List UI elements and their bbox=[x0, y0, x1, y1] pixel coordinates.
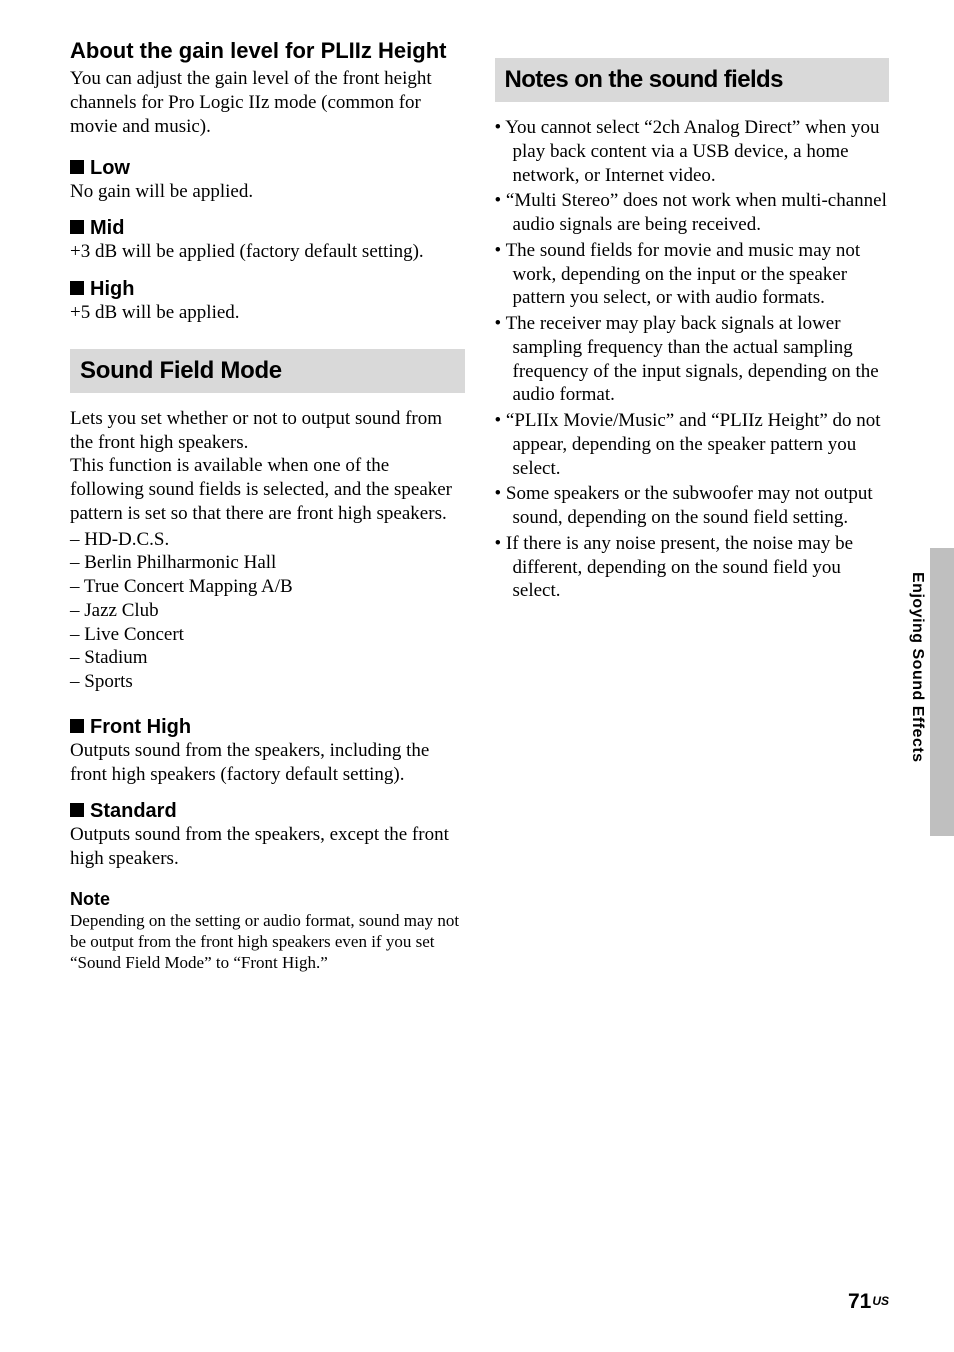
sfm-list: – HD-D.C.S. – Berlin Philharmonic Hall –… bbox=[70, 528, 465, 694]
list-item: – HD-D.C.S. bbox=[70, 528, 465, 552]
option-low-head: Low bbox=[70, 157, 465, 180]
sfm-body-2: This function is available when one of t… bbox=[70, 454, 465, 525]
option-front-high-body: Outputs sound from the speakers, includi… bbox=[70, 739, 465, 787]
option-low-body: No gain will be applied. bbox=[70, 180, 465, 204]
list-item: – Live Concert bbox=[70, 623, 465, 647]
sound-field-mode-heading: Sound Field Mode bbox=[70, 349, 465, 393]
option-standard-body: Outputs sound from the speakers, except … bbox=[70, 823, 465, 871]
side-section-label: Enjoying Sound Effects bbox=[908, 572, 926, 763]
page-number: 71 bbox=[848, 1290, 871, 1313]
square-icon bbox=[70, 220, 84, 234]
bullet-item: You cannot select “2ch Analog Direct” wh… bbox=[495, 116, 890, 187]
bullet-item: The sound fields for movie and music may… bbox=[495, 239, 890, 310]
notes-heading: Notes on the sound fields bbox=[495, 58, 890, 102]
option-mid-head: Mid bbox=[70, 217, 465, 240]
option-high-body: +5 dB will be applied. bbox=[70, 301, 465, 325]
gain-body: You can adjust the gain level of the fro… bbox=[70, 67, 465, 138]
list-item: – Stadium bbox=[70, 646, 465, 670]
list-item: – Jazz Club bbox=[70, 599, 465, 623]
square-icon bbox=[70, 719, 84, 733]
notes-list: You cannot select “2ch Analog Direct” wh… bbox=[495, 116, 890, 603]
bullet-item: “Multi Stereo” does not work when multi-… bbox=[495, 189, 890, 237]
list-item: – Berlin Philharmonic Hall bbox=[70, 551, 465, 575]
option-title: Low bbox=[90, 157, 130, 179]
option-title: High bbox=[90, 278, 134, 300]
option-title: Mid bbox=[90, 217, 124, 239]
note-body: Depending on the setting or audio format… bbox=[70, 910, 465, 974]
list-item: – True Concert Mapping A/B bbox=[70, 575, 465, 599]
option-mid-body: +3 dB will be applied (factory default s… bbox=[70, 240, 465, 264]
page-footer: 71US bbox=[848, 1290, 889, 1314]
bullet-item: Some speakers or the subwoofer may not o… bbox=[495, 482, 890, 530]
option-front-high-head: Front High bbox=[70, 716, 465, 739]
side-tab bbox=[930, 548, 954, 836]
list-item: – Sports bbox=[70, 670, 465, 694]
square-icon bbox=[70, 803, 84, 817]
left-column: About the gain level for PLIIz Height Yo… bbox=[70, 38, 465, 974]
option-standard-head: Standard bbox=[70, 800, 465, 823]
sfm-body-1: Lets you set whether or not to output so… bbox=[70, 407, 465, 455]
bullet-item: “PLIIx Movie/Music” and “PLIIz Height” d… bbox=[495, 409, 890, 480]
page-region: US bbox=[872, 1294, 889, 1308]
note-heading: Note bbox=[70, 889, 465, 910]
square-icon bbox=[70, 160, 84, 174]
square-icon bbox=[70, 281, 84, 295]
gain-heading: About the gain level for PLIIz Height bbox=[70, 38, 465, 63]
bullet-item: If there is any noise present, the noise… bbox=[495, 532, 890, 603]
option-title: Standard bbox=[90, 800, 177, 822]
right-column: Notes on the sound fields You cannot sel… bbox=[495, 38, 890, 974]
bullet-item: The receiver may play back signals at lo… bbox=[495, 312, 890, 407]
option-high-head: High bbox=[70, 278, 465, 301]
option-title: Front High bbox=[90, 716, 191, 738]
page-content: About the gain level for PLIIz Height Yo… bbox=[0, 0, 954, 974]
